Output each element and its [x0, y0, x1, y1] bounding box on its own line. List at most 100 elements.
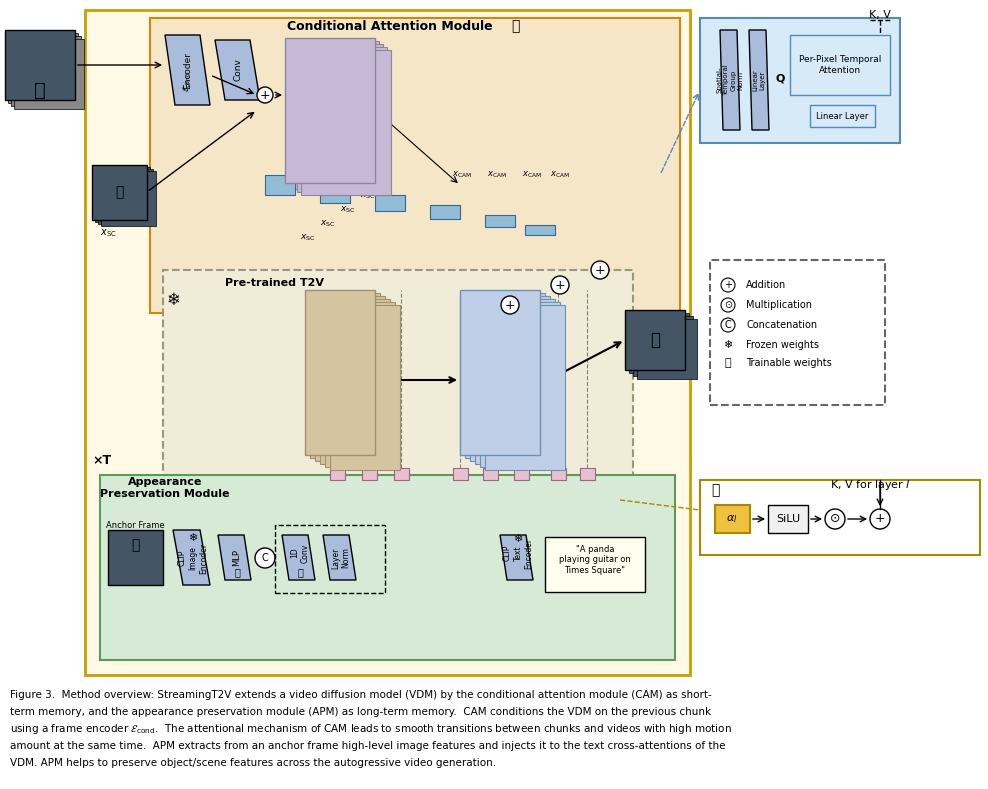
- Text: Appearance
Preservation Module: Appearance Preservation Module: [100, 477, 230, 499]
- Text: Encoder: Encoder: [183, 51, 192, 88]
- Polygon shape: [500, 535, 533, 580]
- Text: Figure 3.  Method overview: StreamingT2V extends a video diffusion model (VDM) b: Figure 3. Method overview: StreamingT2V …: [10, 690, 711, 700]
- Bar: [330, 305, 400, 470]
- Text: $x_{\mathrm{SC}}$: $x_{\mathrm{SC}}$: [320, 219, 336, 230]
- Circle shape: [551, 276, 569, 294]
- Circle shape: [255, 548, 275, 568]
- Bar: [768, 505, 808, 533]
- Bar: [315, 296, 385, 461]
- Text: $x_{\mathrm{CAM}}$: $x_{\mathrm{CAM}}$: [487, 170, 507, 180]
- Bar: [320, 185, 350, 203]
- Bar: [362, 468, 377, 480]
- Text: Concatenation: Concatenation: [746, 320, 817, 330]
- Text: ❄: ❄: [723, 340, 733, 350]
- Circle shape: [257, 87, 273, 103]
- Text: +: +: [260, 88, 271, 102]
- Text: ❄: ❄: [189, 533, 198, 543]
- Bar: [430, 205, 460, 219]
- Text: ❄: ❄: [166, 291, 180, 309]
- Text: +: +: [505, 298, 516, 312]
- Polygon shape: [749, 30, 769, 130]
- Text: $x_{\mathrm{CAM}}$: $x_{\mathrm{CAM}}$: [453, 170, 472, 180]
- Bar: [310, 293, 380, 458]
- Text: 🔥: 🔥: [710, 483, 719, 497]
- Bar: [320, 299, 390, 464]
- Bar: [285, 38, 375, 183]
- Bar: [5, 30, 75, 100]
- Polygon shape: [165, 35, 210, 105]
- Text: Anchor Frame: Anchor Frame: [106, 521, 164, 529]
- Text: C: C: [262, 553, 269, 563]
- Bar: [301, 50, 391, 195]
- Text: MLP: MLP: [232, 549, 241, 567]
- Bar: [95, 167, 150, 222]
- Bar: [85, 10, 690, 675]
- Polygon shape: [323, 535, 356, 580]
- Text: $x_{\mathrm{SC}}$: $x_{\mathrm{SC}}$: [100, 227, 117, 239]
- Text: Trainable weights: Trainable weights: [746, 358, 832, 368]
- Bar: [514, 468, 529, 480]
- Bar: [275, 525, 385, 593]
- Text: VDM. APM helps to preserve object/scene features across the autogressive video g: VDM. APM helps to preserve object/scene …: [10, 758, 496, 768]
- Bar: [580, 468, 595, 480]
- Text: Spatial-
Temporal
Group
Norm: Spatial- Temporal Group Norm: [716, 64, 744, 96]
- Text: 🔥: 🔥: [511, 19, 519, 33]
- Circle shape: [870, 509, 890, 529]
- Text: 🔥: 🔥: [724, 358, 731, 368]
- Bar: [11, 36, 81, 106]
- Circle shape: [721, 298, 735, 312]
- Polygon shape: [218, 535, 251, 580]
- Text: ×T: ×T: [93, 454, 112, 466]
- Bar: [325, 302, 395, 467]
- Text: 🐼: 🐼: [35, 80, 45, 99]
- Polygon shape: [215, 40, 260, 100]
- Bar: [163, 270, 633, 495]
- Bar: [700, 480, 980, 555]
- Text: $\alpha_l$: $\alpha_l$: [726, 513, 738, 525]
- Text: Layer
Norm: Layer Norm: [331, 548, 351, 569]
- Text: Linear Layer: Linear Layer: [816, 111, 868, 121]
- Text: +: +: [595, 264, 606, 276]
- Text: ⊙: ⊙: [724, 300, 732, 310]
- Bar: [265, 175, 295, 195]
- Text: Per-Pixel Temporal
Attention: Per-Pixel Temporal Attention: [799, 55, 881, 75]
- Bar: [790, 35, 890, 95]
- Text: $x_{\mathrm{SC}}$: $x_{\mathrm{SC}}$: [360, 191, 375, 201]
- Bar: [633, 316, 693, 376]
- Bar: [101, 171, 156, 226]
- Bar: [485, 305, 565, 470]
- Text: K, V: K, V: [869, 10, 891, 20]
- Bar: [100, 475, 675, 660]
- Bar: [810, 105, 875, 127]
- Text: ⊙: ⊙: [830, 513, 840, 525]
- Bar: [150, 18, 680, 313]
- Bar: [715, 505, 750, 533]
- Bar: [485, 215, 515, 227]
- Text: Pre-trained T2V: Pre-trained T2V: [225, 278, 324, 288]
- Text: amount at the same time.  APM extracts from an anchor frame high-level image fea: amount at the same time. APM extracts fr…: [10, 741, 725, 751]
- Bar: [483, 468, 498, 480]
- Text: Addition: Addition: [746, 280, 786, 290]
- Bar: [700, 18, 900, 143]
- Bar: [14, 39, 84, 109]
- Polygon shape: [282, 535, 315, 580]
- Bar: [710, 260, 885, 405]
- Text: $\mathcal{E}_{\mathrm{cond}}$: $\mathcal{E}_{\mathrm{cond}}$: [182, 72, 194, 92]
- Text: 🐼: 🐼: [130, 538, 139, 552]
- Bar: [297, 47, 387, 192]
- Bar: [98, 169, 153, 224]
- Text: $x_{\mathrm{SC}}$: $x_{\mathrm{SC}}$: [340, 205, 356, 215]
- Text: Linear
Layer: Linear Layer: [753, 69, 766, 91]
- Bar: [305, 290, 375, 455]
- Text: CLIP
Image
Encoder: CLIP Image Encoder: [178, 543, 207, 574]
- Text: CLIP
Text
Encoder: CLIP Text Encoder: [503, 537, 533, 569]
- Circle shape: [721, 318, 735, 332]
- Text: term memory, and the appearance preservation module (APM) as long-term memory.  : term memory, and the appearance preserva…: [10, 707, 711, 717]
- Text: 🔥: 🔥: [234, 567, 240, 577]
- Text: 🔥: 🔥: [297, 567, 303, 577]
- Text: SiLU: SiLU: [776, 514, 800, 524]
- Text: +: +: [554, 279, 565, 291]
- Text: Conv: Conv: [233, 58, 242, 81]
- Bar: [637, 319, 697, 379]
- Text: $x_{\mathrm{SC}}$: $x_{\mathrm{SC}}$: [300, 233, 315, 243]
